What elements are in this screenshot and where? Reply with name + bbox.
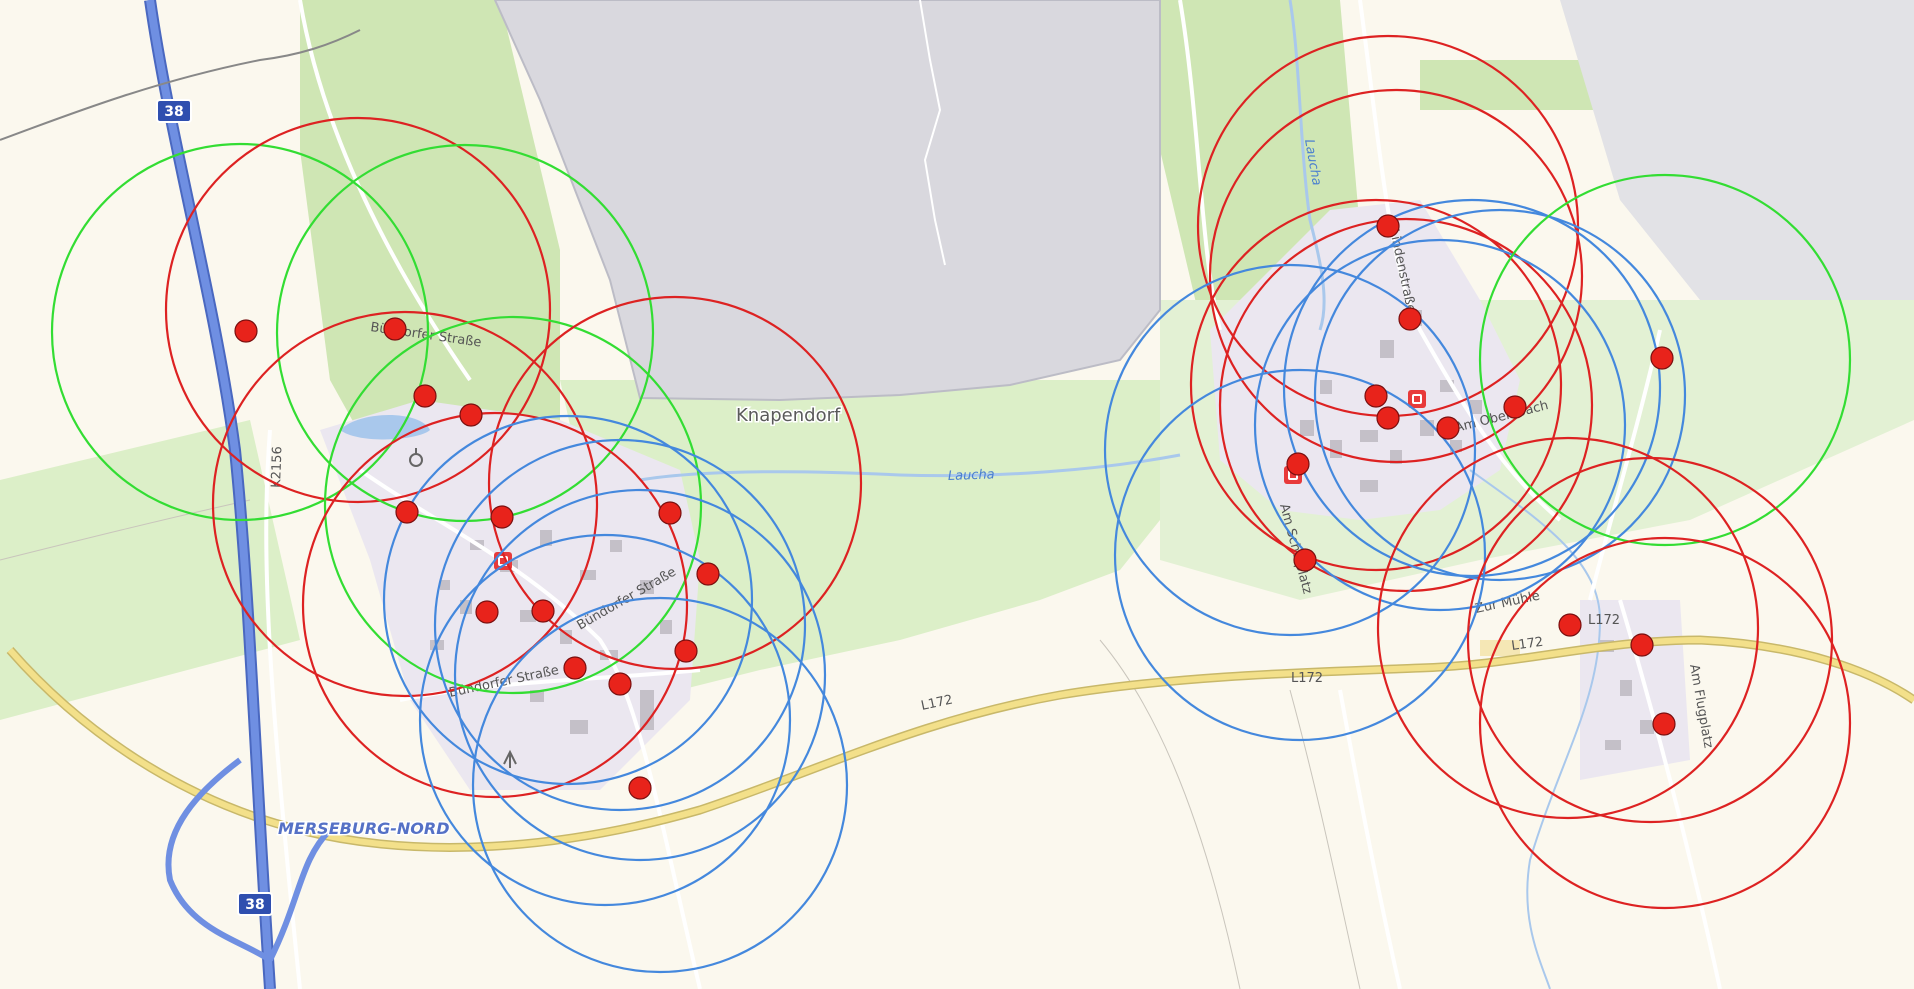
site-marker[interactable] [1630,633,1654,657]
road-l172-fill [7,636,1914,851]
coverage-circle [1282,198,1662,578]
site-marker[interactable] [1376,214,1400,238]
coverage-circle [487,295,863,671]
highway-ramp [165,757,272,963]
meadow-area [560,380,1160,700]
site-marker[interactable] [1436,416,1460,440]
site-marker[interactable] [413,384,437,408]
coverage-circle [275,143,655,523]
site-marker[interactable] [383,317,407,341]
coverage-circle [1218,217,1594,593]
coverage-circle [164,116,552,504]
coverage-circle [453,488,827,862]
coverage-circle [1478,173,1852,547]
settlement-area [1210,200,1520,520]
site-marker[interactable] [563,656,587,680]
highway-a38-fill [146,0,274,989]
road-label-l172: L172 [1510,635,1544,654]
coverage-circle [1208,88,1584,464]
site-marker[interactable] [1398,307,1422,331]
river-laucha-south [1469,469,1602,989]
meadow-area [0,420,300,720]
road-label-l172: L172 [920,693,954,714]
road-label-l172: L172 [1291,671,1323,686]
coverage-circle [50,142,430,522]
railway [0,29,361,141]
site-marker[interactable] [234,319,258,343]
lake [493,0,1161,402]
highway-shield: 38 [237,892,273,916]
coverage-circle [1313,208,1687,582]
site-marker[interactable] [459,403,483,427]
road-label-k2156: K2156 [269,446,285,488]
highway-ramp [267,827,333,962]
site-marker[interactable] [1503,395,1527,419]
road-label-l172: L172 [1588,613,1620,628]
site-marker[interactable] [1558,613,1582,637]
lake-east-area [1560,0,1914,300]
coverage-circle [211,310,599,698]
site-marker[interactable] [1293,548,1317,572]
place-label-knapendorf: Knapendorf [736,405,841,426]
coverage-circle [471,596,849,974]
poi-red-icon[interactable] [1408,390,1426,408]
coverage-circle [1478,536,1852,910]
river-laucha [639,453,1181,482]
coverage-circle [1466,456,1834,824]
coverage-circle [1113,368,1487,742]
site-marker[interactable] [490,505,514,529]
place-label-merseburg-nord: MERSEBURG-NORD [278,819,450,838]
site-marker[interactable] [531,599,555,623]
site-marker[interactable] [1652,712,1676,736]
site-markers [234,214,1676,800]
coverage-circle [1376,436,1760,820]
site-marker[interactable] [1364,384,1388,408]
site-marker[interactable] [475,600,499,624]
site-marker[interactable] [395,500,419,524]
site-marker[interactable] [1286,452,1310,476]
site-marker[interactable] [696,562,720,586]
coverage-circles [50,34,1852,974]
water-label-laucha: Laucha [948,467,995,484]
poi-grey-icon[interactable] [409,448,423,467]
lake-inner-line [919,0,946,266]
coverage-circle [418,533,792,907]
coverage-circle [433,438,807,812]
coverage-circle [1253,238,1627,612]
site-marker[interactable] [1376,406,1400,430]
svg-text:38: 38 [245,897,264,913]
minor-roads-outline [0,499,1361,989]
site-marker[interactable] [658,501,682,525]
coverage-circle [301,411,689,799]
coverage-circle [1103,263,1477,637]
site-marker[interactable] [608,672,632,696]
site-marker[interactable] [1650,346,1674,370]
antenna-icon [503,749,517,768]
coverage-circle [323,315,703,695]
site-marker[interactable] [674,639,698,663]
svg-text:38: 38 [164,104,183,120]
coverage-circle [1189,198,1563,572]
river-laucha-north [1288,0,1326,331]
highway-shield: 38 [156,99,192,123]
site-marker[interactable] [628,776,652,800]
coverage-circle [382,414,754,786]
